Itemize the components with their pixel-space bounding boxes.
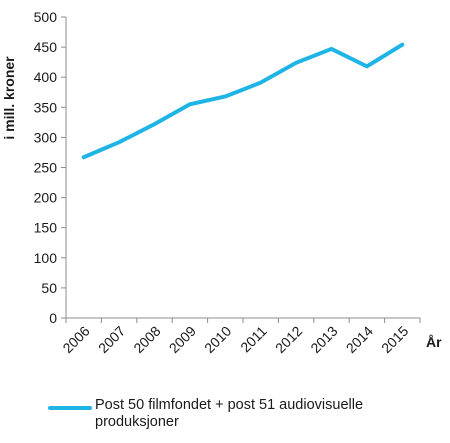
x-tick-label: 2008 <box>130 323 163 356</box>
y-tick-label: 250 <box>34 160 58 176</box>
y-axis-title: i mill. kroner <box>1 56 17 140</box>
x-tick-label: 2014 <box>343 323 376 356</box>
legend-label: Post 50 filmfondet + post 51 audiovisuel… <box>95 397 364 430</box>
x-tick-label: 2010 <box>201 323 234 356</box>
x-tick-label: 2013 <box>307 323 340 356</box>
y-axis: 0 50 100 150 200 250 300 350 400 450 500 <box>34 9 67 326</box>
y-tick-label: 500 <box>34 9 58 25</box>
y-tick-label: 300 <box>34 129 58 145</box>
series-line <box>81 42 405 160</box>
series-group <box>81 42 405 160</box>
x-tick-label: 2012 <box>272 323 305 356</box>
y-tick-label: 100 <box>34 250 58 266</box>
y-tick-label: 50 <box>41 280 57 296</box>
y-tick-label: 350 <box>34 99 58 115</box>
x-tick-label: 2015 <box>378 323 411 356</box>
x-tick-label: 2011 <box>237 323 270 356</box>
y-tick-label: 450 <box>34 39 58 55</box>
y-tick-label: 400 <box>34 69 58 85</box>
y-tick-label: 0 <box>49 310 57 326</box>
x-tick-label: 2007 <box>95 323 128 356</box>
x-axis: 2006 2007 2008 2009 2010 2011 2012 2013 2014 2015 <box>59 317 421 356</box>
y-tick-label: 150 <box>34 220 58 236</box>
legend-swatch <box>48 406 92 410</box>
x-axis-title: År <box>426 334 442 350</box>
y-tick-label: 200 <box>34 190 58 206</box>
x-tick-label: 2009 <box>166 323 199 356</box>
x-tick-label: 2006 <box>59 323 92 356</box>
